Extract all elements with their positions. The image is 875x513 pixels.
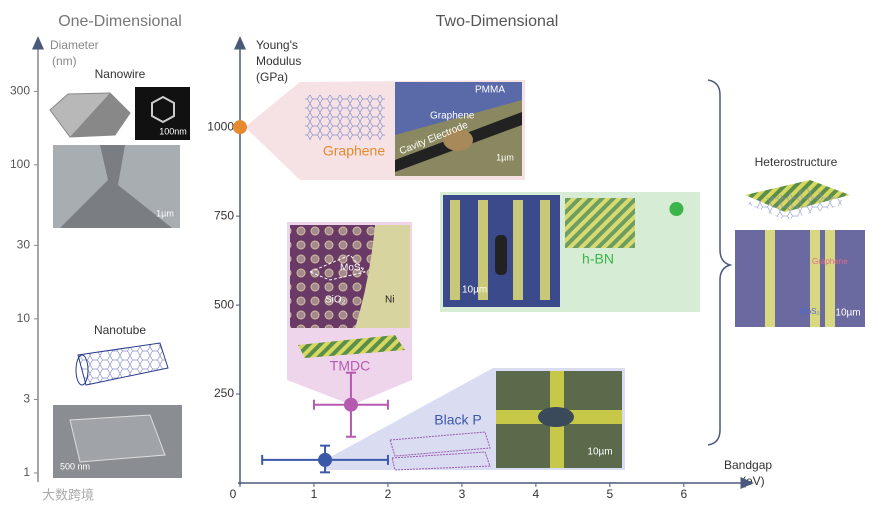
x-tick-label: 1 bbox=[311, 487, 318, 501]
y-tick-label: 250 bbox=[214, 386, 234, 400]
electrode bbox=[540, 200, 550, 300]
y-tick-label: 100 bbox=[10, 157, 30, 171]
y-label-1d: (nm) bbox=[52, 54, 77, 68]
electrode bbox=[825, 230, 835, 327]
y-label-2d: Young's bbox=[256, 38, 298, 52]
hbn-lattice bbox=[565, 198, 635, 248]
y-tick-label: 500 bbox=[214, 297, 234, 311]
x-tick-label: 0 bbox=[230, 487, 237, 501]
trench bbox=[69, 414, 166, 463]
nanotube-title: Nanotube bbox=[94, 323, 146, 337]
series-label: Black P bbox=[434, 412, 481, 428]
x-label-2d: (eV) bbox=[742, 474, 765, 488]
watermark: 大数跨境 bbox=[42, 487, 94, 502]
x-tick-label: 3 bbox=[459, 487, 466, 501]
y-label-2d: (GPa) bbox=[256, 70, 288, 84]
nanowire-face bbox=[70, 93, 130, 137]
brace bbox=[707, 79, 733, 446]
scale-bar: 100nm bbox=[159, 126, 187, 136]
electrode bbox=[810, 230, 820, 327]
scale-bar: 1µm bbox=[156, 208, 174, 218]
nanowire-title: Nanowire bbox=[95, 67, 146, 81]
nanotube-end bbox=[75, 354, 89, 386]
cavity bbox=[538, 407, 574, 427]
label: Graphene bbox=[812, 257, 848, 266]
electrode bbox=[765, 230, 775, 327]
x-tick-label: 5 bbox=[607, 487, 614, 501]
title-2d: Two-Dimensional bbox=[436, 13, 559, 30]
label: MoS₂ bbox=[800, 307, 820, 316]
y-tick-label: 750 bbox=[214, 208, 234, 222]
electrode bbox=[450, 200, 460, 300]
x-tick-label: 6 bbox=[680, 487, 687, 501]
tmdc-lattice bbox=[298, 335, 405, 358]
heterostructure-title: Heterostructure bbox=[755, 155, 838, 169]
y-tick-label: 1000 bbox=[207, 119, 234, 133]
blackp-lattice bbox=[389, 431, 491, 471]
pmma bbox=[395, 82, 522, 135]
scale-bar: 1µm bbox=[496, 152, 514, 162]
title-1d: One-Dimensional bbox=[58, 13, 182, 30]
data-point bbox=[318, 452, 333, 467]
ni bbox=[355, 225, 410, 328]
series-label: h-BN bbox=[582, 251, 614, 267]
flake bbox=[308, 254, 366, 281]
label: Ni bbox=[385, 295, 394, 306]
data-point bbox=[669, 202, 684, 217]
electrode bbox=[478, 200, 488, 300]
x-tick-label: 4 bbox=[533, 487, 540, 501]
hetero-lattice bbox=[745, 188, 850, 220]
scale-bar: 500 nm bbox=[60, 461, 90, 471]
series-label: Graphene bbox=[323, 143, 385, 159]
cavity bbox=[495, 235, 507, 275]
y-tick-label: 300 bbox=[10, 84, 30, 98]
y-label-2d: Modulus bbox=[256, 54, 301, 68]
y-tick-label: 30 bbox=[17, 238, 31, 252]
y-tick-label: 10 bbox=[17, 311, 31, 325]
y-tick-label: 1 bbox=[23, 465, 30, 479]
x-tick-label: 2 bbox=[385, 487, 392, 501]
x-label-2d: Bandgap bbox=[724, 458, 772, 472]
hetero-image bbox=[735, 230, 865, 327]
label: PMMA bbox=[475, 85, 505, 96]
electrode bbox=[53, 145, 180, 228]
label: SiO₂ bbox=[325, 295, 346, 306]
cavity bbox=[443, 129, 473, 151]
y-tick-label: 3 bbox=[23, 392, 30, 406]
label: MoS₂ bbox=[340, 263, 365, 274]
electrode bbox=[513, 200, 523, 300]
y-label-1d: Diameter bbox=[50, 38, 99, 52]
data-point bbox=[343, 397, 358, 412]
graphene-lattice bbox=[305, 95, 385, 140]
nanowire-tem bbox=[135, 87, 190, 140]
series-label: TMDC bbox=[330, 358, 370, 374]
scale-bar: 10µm bbox=[835, 308, 860, 319]
scale-bar: 10µm bbox=[462, 285, 487, 296]
data-point bbox=[233, 120, 247, 135]
nanotube-3d bbox=[77, 342, 169, 386]
scale-bar: 10µm bbox=[587, 447, 612, 458]
label: Graphene bbox=[430, 111, 475, 122]
hexagon bbox=[151, 95, 175, 124]
